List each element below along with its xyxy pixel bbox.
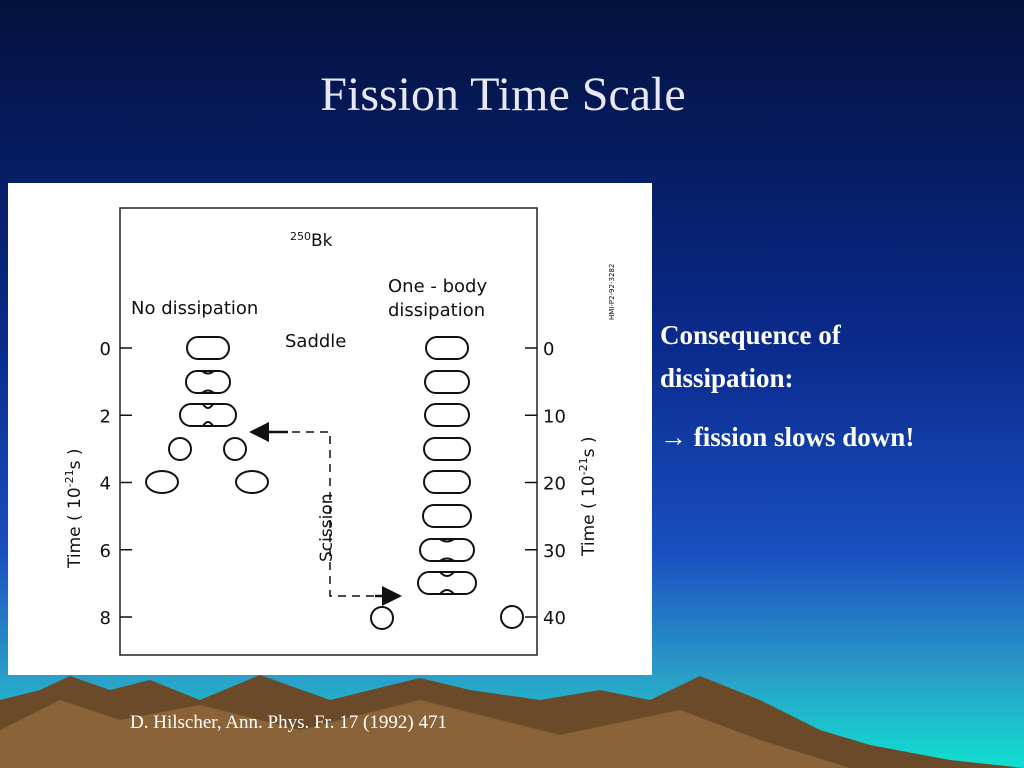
tick-label: 2 [100,406,111,427]
dashed-path [292,431,395,597]
saddle-label: Saddle [285,331,346,352]
label: Time ( 10 [579,475,599,557]
text-line: Consequence of [660,320,842,350]
mass: 250 [290,230,311,243]
tick-label: 40 [543,608,566,629]
tick-label: 0 [100,339,111,360]
axis-label-left: Time ( 10-21s ) [63,448,85,569]
tick-label: 10 [543,406,566,427]
mountains-front [0,700,850,768]
figure: 250Bk No dissipation One - body dissipat… [8,183,652,675]
nucleus-label: 250Bk [290,230,333,251]
label: s ) [65,448,85,469]
nuclei [145,336,524,630]
figure-code: HMI-P2-92-3282 [608,264,616,320]
scission-label: Scission [317,494,337,562]
tick-label: 4 [100,474,111,495]
label: Time ( 10 [65,487,85,569]
citation: D. Hilscher, Ann. Phys. Fr. 17 (1992) 47… [130,712,447,733]
figure-frame [119,207,538,656]
tick-label: 8 [100,608,111,629]
ticks: 0 2 4 6 8 0 10 20 30 40 [100,339,566,629]
exp: -21 [63,469,76,487]
text-line: dissipation: [660,363,794,393]
slide-title: Fission Time Scale [320,68,685,121]
axis-label-right: Time ( 10-21s ) [577,436,599,557]
symbol: Bk [311,231,333,251]
exp: -21 [577,457,590,475]
text-line: → fission slows down! [660,422,914,452]
tick-label: 30 [543,541,566,562]
tick-label: 20 [543,474,566,495]
right-label: dissipation [388,300,485,321]
figure-bg [8,183,652,675]
right-label: One - body [388,276,487,297]
left-label: No dissipation [131,298,258,319]
tick-label: 0 [543,339,554,360]
label: s ) [579,436,599,457]
tick-label: 6 [100,541,111,562]
